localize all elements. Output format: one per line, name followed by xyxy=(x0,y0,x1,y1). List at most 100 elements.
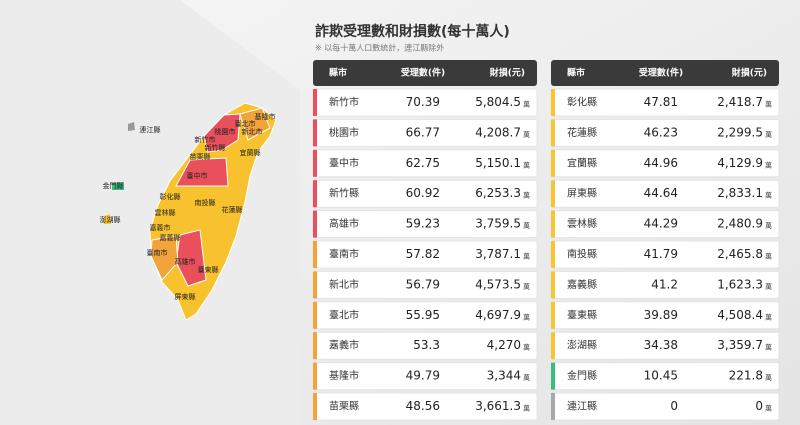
loss: 2,418.7 xyxy=(717,95,763,109)
map-label: 宜蘭縣 xyxy=(240,148,261,157)
cases: 46.23 xyxy=(644,125,678,139)
row-accent xyxy=(313,149,317,177)
row-accent xyxy=(313,241,317,268)
cases: 56.79 xyxy=(406,277,440,291)
row-accent xyxy=(551,210,555,238)
row-accent xyxy=(551,362,555,390)
county: 新竹縣 xyxy=(329,187,359,200)
unit: 萬 xyxy=(765,282,772,291)
cases: 53.3 xyxy=(413,338,440,352)
header-cell: 財損(元) xyxy=(489,67,525,79)
cases: 66.77 xyxy=(406,125,440,139)
loss: 4,573.5 xyxy=(475,277,521,291)
unit: 萬 xyxy=(765,130,772,139)
cases: 39.89 xyxy=(644,308,678,322)
unit: 萬 xyxy=(765,373,772,382)
loss: 221.8 xyxy=(729,369,763,383)
row-accent xyxy=(313,119,317,147)
unit: 萬 xyxy=(765,312,772,321)
map-label: 金門縣 xyxy=(103,181,124,190)
unit: 萬 xyxy=(523,191,530,200)
map-label: 臺南市 xyxy=(147,248,168,257)
row-accent xyxy=(551,119,555,147)
backdrop xyxy=(0,0,300,425)
region xyxy=(203,113,241,153)
county: 屏東縣 xyxy=(567,187,597,200)
map-label: 高雄市 xyxy=(175,257,196,266)
row-accent xyxy=(313,271,317,299)
cases: 41.2 xyxy=(651,277,678,291)
unit: 萬 xyxy=(523,343,530,352)
loss: 2,480.9 xyxy=(717,217,763,231)
row-accent xyxy=(551,271,555,299)
cases: 49.79 xyxy=(406,369,440,383)
map-label: 基隆市 xyxy=(255,112,276,121)
unit: 萬 xyxy=(523,100,530,109)
header-cell: 受理數(件) xyxy=(401,67,445,79)
loss: 2,465.8 xyxy=(717,247,763,261)
cases: 44.64 xyxy=(644,186,678,200)
cases: 41.79 xyxy=(644,247,678,261)
unit: 萬 xyxy=(765,100,772,109)
map-label: 新竹縣 xyxy=(205,143,226,152)
map-label: 嘉義縣 xyxy=(160,233,181,242)
row-accent xyxy=(313,362,317,390)
map-label: 嘉義市 xyxy=(150,223,171,232)
region xyxy=(175,157,229,187)
unit: 萬 xyxy=(765,252,772,261)
unit: 萬 xyxy=(765,221,772,230)
row-accent xyxy=(551,301,555,329)
loss: 4,129.9 xyxy=(717,156,763,170)
cases: 55.95 xyxy=(406,308,440,322)
row-accent xyxy=(551,393,555,420)
unit: 萬 xyxy=(765,404,772,413)
region xyxy=(150,235,179,281)
loss: 2,833.1 xyxy=(717,186,763,200)
island xyxy=(104,214,111,224)
county: 宜蘭縣 xyxy=(567,156,597,169)
county: 臺南市 xyxy=(329,248,359,261)
loss: 5,804.5 xyxy=(475,95,521,109)
cases: 70.39 xyxy=(406,95,440,109)
county: 澎湖縣 xyxy=(567,340,597,352)
loss: 3,661.3 xyxy=(475,399,521,413)
loss: 4,208.7 xyxy=(475,125,521,139)
county: 金門縣 xyxy=(567,369,597,382)
map-label: 苗栗縣 xyxy=(190,152,211,161)
unit: 萬 xyxy=(523,221,530,230)
loss: 3,759.5 xyxy=(475,217,521,231)
county: 連江縣 xyxy=(567,400,597,413)
loss: 4,508.4 xyxy=(717,308,763,322)
county: 彰化縣 xyxy=(567,96,597,109)
map-label: 澎湖縣 xyxy=(100,215,121,224)
map-label: 屏東縣 xyxy=(175,292,196,301)
row-accent xyxy=(551,149,555,177)
cases: 60.92 xyxy=(406,186,440,200)
county: 基隆市 xyxy=(329,369,359,382)
cases: 57.82 xyxy=(406,247,440,261)
county: 桃園市 xyxy=(329,126,359,139)
cases: 34.38 xyxy=(644,338,678,352)
cases: 44.96 xyxy=(644,156,678,170)
loss: 2,299.5 xyxy=(717,125,763,139)
loss: 3,344 xyxy=(487,369,521,383)
header-cell: 受理數(件) xyxy=(639,67,683,79)
header-cell: 財損(元) xyxy=(731,67,767,79)
row-accent xyxy=(313,393,317,420)
loss: 1,623.3 xyxy=(717,277,763,291)
county: 臺北市 xyxy=(329,308,359,321)
map-label: 新北市 xyxy=(242,127,263,136)
loss: 3,787.1 xyxy=(475,247,521,261)
map-label: 南投縣 xyxy=(195,198,216,207)
loss: 4,270 xyxy=(487,338,521,352)
unit: 萬 xyxy=(523,373,530,382)
row-accent xyxy=(313,180,317,208)
row-accent xyxy=(313,301,317,329)
county: 南投縣 xyxy=(567,248,597,261)
cases: 48.56 xyxy=(406,399,440,413)
loss: 5,150.1 xyxy=(475,156,521,170)
row-accent xyxy=(551,180,555,208)
cases: 44.29 xyxy=(644,217,678,231)
